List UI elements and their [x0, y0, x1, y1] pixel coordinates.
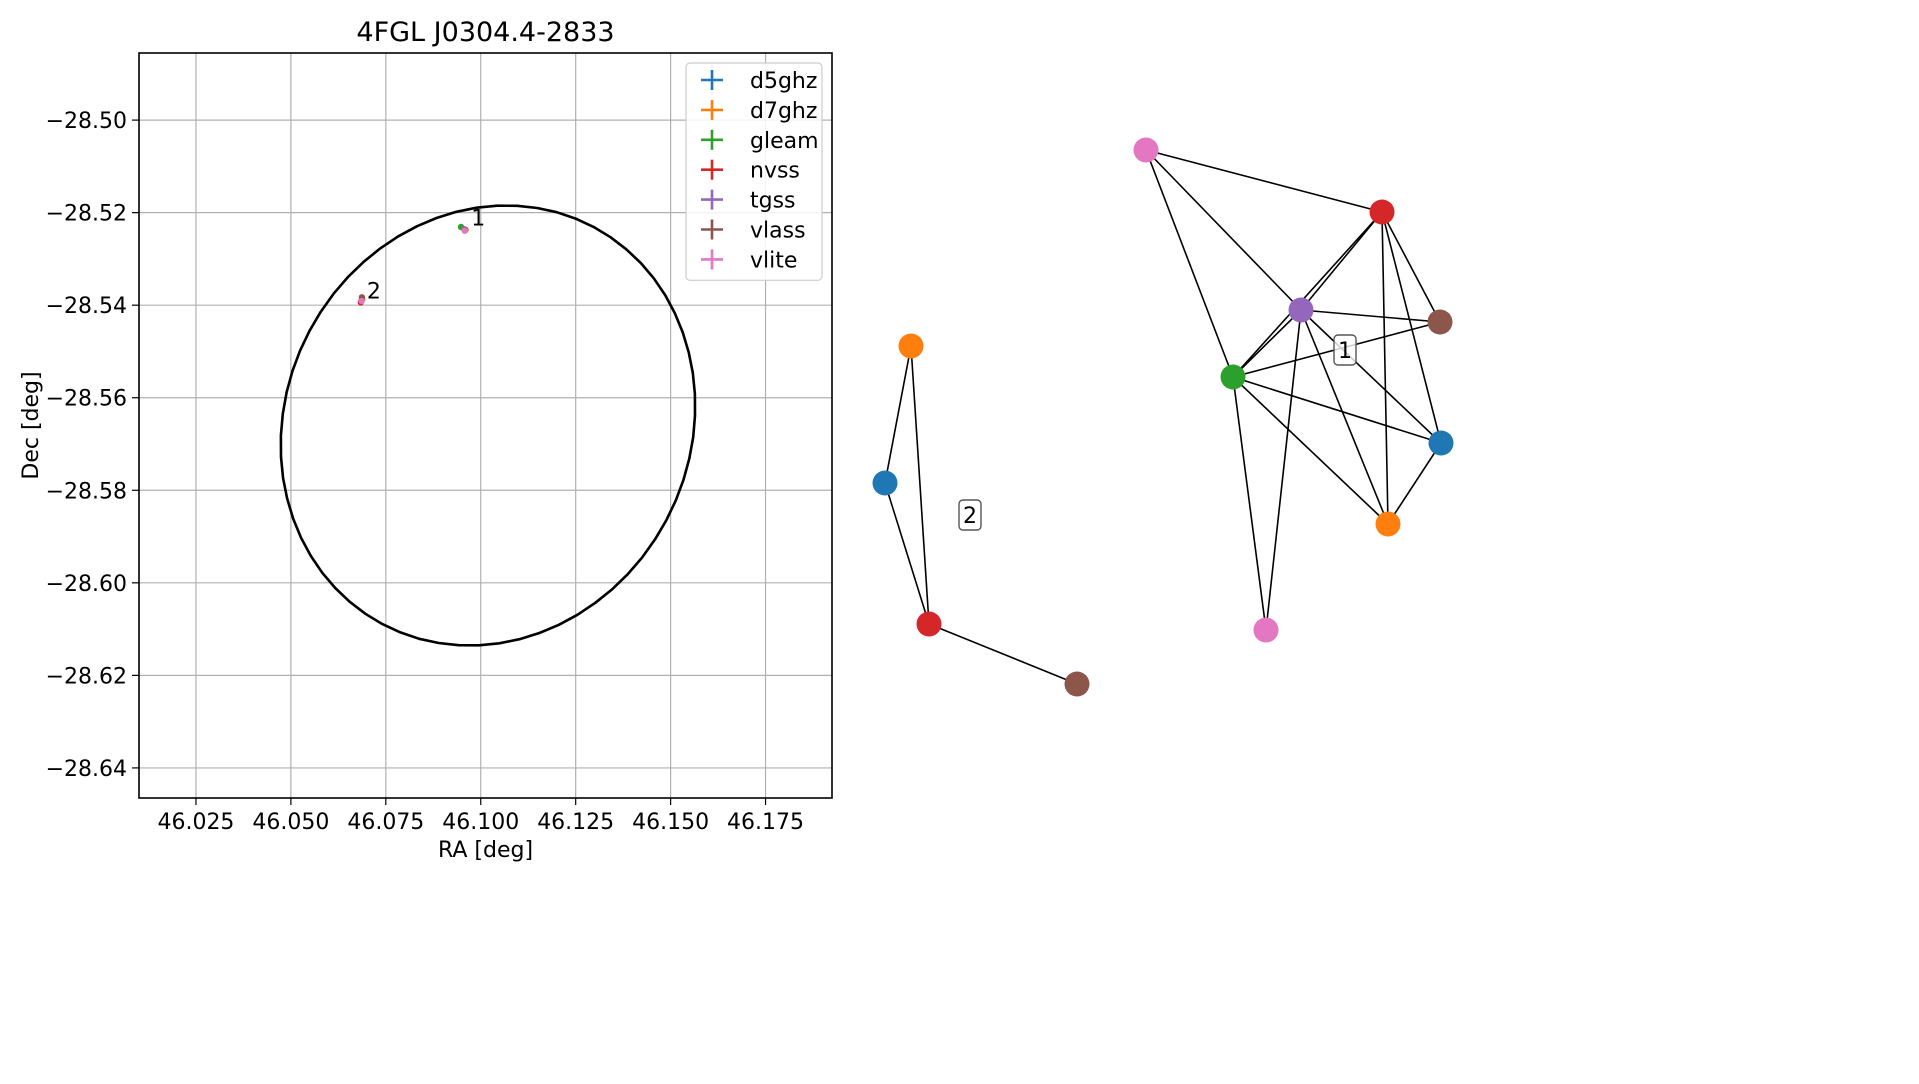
y-tick-label: −28.52: [46, 202, 127, 227]
legend-label-d7ghz: d7ghz: [750, 99, 817, 124]
network-edge: [1265, 309, 1302, 631]
x-axis-ticks: 46.025 46.050 46.075 46.100 46.125 46.150 46.1…: [157, 798, 804, 835]
point-vlite: [461, 227, 469, 234]
grid: [139, 53, 832, 798]
legend-label-nvss: nvss: [750, 159, 800, 184]
network-node-d7ghz: [1375, 511, 1401, 537]
y-axis-label: Dec [deg]: [19, 371, 44, 479]
x-axis-label: RA [deg]: [438, 838, 533, 863]
network-node-gleam: [1220, 364, 1246, 390]
error-ellipse: [279, 204, 697, 647]
network-edge: [928, 623, 1078, 685]
legend-label-gleam: gleam: [750, 129, 819, 154]
network-edge: [1381, 211, 1442, 444]
network-edge: [1232, 376, 1267, 631]
x-tick-label: 46.125: [537, 810, 614, 835]
y-tick-label: −28.50: [46, 109, 127, 134]
group-label-box: [1333, 334, 1357, 366]
network-node-vlass: [1064, 671, 1090, 697]
x-tick-label: 46.175: [727, 810, 804, 835]
network-edge: [1145, 149, 1383, 213]
group-label-2: 2: [958, 499, 982, 531]
legend-box: [685, 62, 823, 281]
y-axis-ticks: −28.50 −28.52 −28.54 −28.56 −28.58 −28.60 −28.…: [46, 109, 139, 782]
legend-label-d5ghz: d5ghz: [750, 69, 817, 94]
point-annotation: 2: [367, 279, 381, 304]
group-label-box: [958, 499, 982, 531]
network-group-1: 1: [1133, 137, 1454, 643]
network-edge: [1232, 309, 1302, 378]
group-label-text: 1: [1338, 339, 1352, 364]
network-node-nvss: [916, 611, 942, 637]
network-edge: [910, 345, 930, 625]
network-panel: 12: [872, 137, 1454, 697]
network-edge: [1232, 376, 1442, 444]
x-tick-label: 46.075: [347, 810, 424, 835]
legend-label-vlite: vlite: [750, 248, 797, 273]
network-node-d5ghz: [872, 470, 898, 496]
legend-label-vlass: vlass: [750, 219, 806, 244]
group-label-1: 1: [1333, 334, 1357, 366]
legend: d5ghz d7ghz gleam nvss tgss vlass vlite: [685, 62, 823, 281]
network-edge: [1381, 211, 1389, 525]
network-edge: [1232, 211, 1383, 378]
x-tick-label: 46.100: [442, 810, 519, 835]
y-tick-label: −28.56: [46, 387, 127, 412]
network-edge: [1145, 149, 1234, 378]
y-tick-label: −28.62: [46, 664, 127, 689]
network-edge: [1300, 309, 1442, 444]
group-label-text: 2: [963, 504, 977, 529]
ellipse-outline: [279, 204, 697, 647]
legend-label-tgss: tgss: [750, 189, 796, 214]
x-tick-label: 46.150: [632, 810, 709, 835]
y-tick-label: −28.58: [46, 479, 127, 504]
network-node-vlass: [1427, 309, 1453, 335]
scatter-panel: 4FGL J0304.4-2833 12 46.025 46.050 46.075 4…: [19, 17, 833, 863]
network-node-vlite: [1133, 137, 1159, 163]
network-edge: [1145, 149, 1302, 311]
network-edge: [1387, 442, 1442, 525]
network-edge: [884, 482, 930, 625]
annotations: 12: [367, 207, 485, 305]
network-node-vlite: [1253, 617, 1279, 643]
network-edge: [1300, 211, 1383, 311]
network-node-nvss: [1369, 199, 1395, 225]
network-node-tgss: [1288, 297, 1314, 323]
y-tick-label: −28.60: [46, 572, 127, 597]
network-node-d7ghz: [898, 333, 924, 359]
x-tick-label: 46.025: [157, 810, 234, 835]
network-edge: [1232, 376, 1389, 525]
x-tick-label: 46.050: [252, 810, 329, 835]
point-annotation: 1: [471, 207, 485, 232]
chart-title: 4FGL J0304.4-2833: [356, 17, 614, 48]
plot-frame: [138, 52, 833, 799]
y-tick-label: −28.64: [46, 757, 127, 782]
network-group-2: 2: [872, 333, 1090, 697]
network-edge: [1300, 309, 1441, 323]
network-edge: [884, 345, 912, 484]
network-edge: [1300, 309, 1389, 525]
data-points: [357, 223, 469, 306]
network-node-d5ghz: [1428, 430, 1454, 456]
network-edge: [1381, 211, 1441, 323]
point-vlite: [358, 297, 365, 305]
y-tick-label: −28.54: [46, 294, 127, 319]
